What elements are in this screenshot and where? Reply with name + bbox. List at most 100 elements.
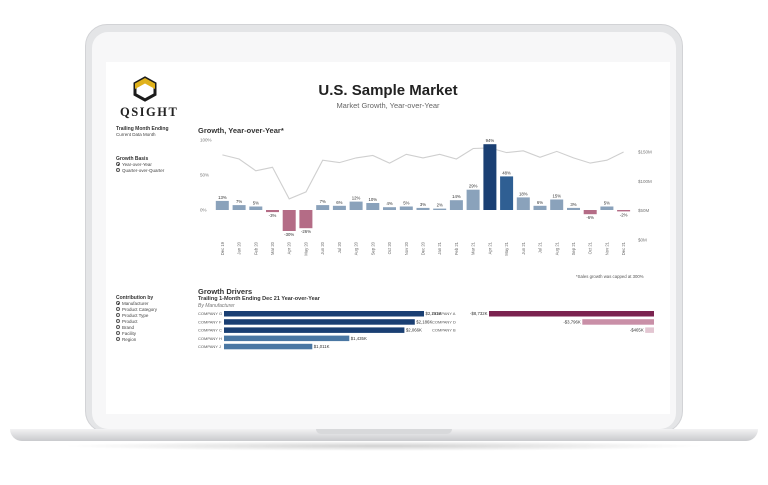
radio-selected-icon[interactable] [116,301,120,306]
growth-data-label: 18% [519,191,528,196]
driver-positive-bar [224,327,405,333]
growth-data-label: 7% [320,199,326,204]
driver-company-label: COMPANY G [198,311,222,316]
y-axis-tick-label: 50% [200,173,209,178]
x-axis-tick-label: Nov 21 [604,241,609,255]
growth-bar [282,210,296,231]
growth-data-label: 12% [352,196,361,201]
growth-data-label: 15% [552,194,561,199]
x-axis-tick-label: Dec 19 [220,241,225,255]
x-axis-tick-label: Aug 20 [354,241,359,255]
driver-positive-bar [224,311,424,317]
x-axis-tick-label: Oct 20 [387,241,392,254]
growth-data-label: 48% [502,170,511,175]
driver-negative-bar [582,319,654,325]
driver-value-label: -$465K [630,328,644,333]
x-axis-tick-label: Jul 21 [538,241,543,253]
x-axis-tick-label: Mar 21 [471,241,476,255]
x-axis-tick-label: Dec 20 [421,241,426,255]
growth-data-label: 6% [336,200,342,205]
growth-bar [466,189,480,210]
radio-icon[interactable] [116,313,120,318]
growth-chart: 100% 50% 0% $150M $100M $50M $0M 13% Dec 19 7% Jan… [200,138,652,256]
x-axis-tick-label: Jun 21 [521,241,526,254]
growth-data-label: 3% [570,202,576,207]
contribution-option-product[interactable]: Product [116,319,138,324]
drivers-subtitle: Trailing 1-Month Ending Dec 21 Year-over… [198,296,320,302]
radio-icon[interactable] [116,337,120,342]
growth-bar [316,205,330,210]
x-axis-tick-label: Jun 20 [320,241,325,254]
growth-bar [383,207,396,210]
y2-axis-tick-label: $50M [638,208,650,213]
x-axis-tick-label: May 21 [504,241,509,255]
growth-data-label: 29% [469,184,478,189]
x-axis-tick-label: Dec 21 [621,241,626,255]
driver-company-label: COMPANY C [198,328,222,333]
radio-icon[interactable] [116,168,120,173]
x-axis-tick-label: Mar 20 [270,241,275,255]
page-title: U.S. Sample Market [318,82,458,99]
growth-bar [249,206,263,210]
driver-company-label: COMPANY D [432,319,456,324]
driver-company-label: COMPANY J [198,344,221,349]
growth-bar [416,207,430,210]
radio-icon[interactable] [116,331,120,336]
contribution-option-product-type[interactable]: Product Type [116,313,148,318]
growth-data-label: 94% [486,138,495,143]
trailing-month-title: Trailing Month Ending [116,126,169,132]
driver-company-label: COMPANY B [432,328,456,333]
driver-value-label: -$3,796K [563,319,581,324]
y2-axis-tick-label: $150M [638,150,652,155]
growth-data-label: 5% [253,201,259,206]
contribution-option-region[interactable]: Region [116,337,136,342]
driver-positive-bar [224,335,350,342]
radio-icon[interactable] [116,325,120,330]
driver-value-label: $2,291K [426,311,442,316]
x-axis-tick-label: Jul 20 [337,241,342,253]
growth-basis-option-qoq[interactable]: Quarter-over-Quarter [116,168,164,173]
x-axis-tick-label: Apr 20 [287,241,292,254]
trailing-month-value[interactable]: Current Data Month [116,132,156,137]
driver-value-label: $2,186K [416,319,432,324]
growth-bar [583,210,597,215]
growth-bar [299,210,313,229]
growth-bar [366,203,380,210]
growth-basis-option-yoy[interactable]: Year-over-Year [116,162,152,167]
driver-value-label: $1,435K [351,336,367,341]
x-axis-tick-label: Feb 20 [253,241,258,255]
driver-value-label: $1,011K [314,344,330,349]
x-axis-tick-label: Oct 21 [588,241,593,254]
growth-data-label: 13% [218,195,227,200]
contribution-option-manufacturer[interactable]: Manufacturer [116,301,149,306]
radio-selected-icon[interactable] [116,162,120,167]
growth-data-label: 3% [420,202,426,207]
x-axis-tick-label: Sep 20 [370,241,375,255]
growth-bar [500,176,514,210]
driver-positive-bar [224,343,313,350]
growth-data-label: 7% [236,199,242,204]
contribution-option-facility[interactable]: Facility [116,331,136,336]
growth-bar [433,208,447,210]
driver-company-label: COMPANY H [198,336,222,341]
growth-bar [215,200,229,210]
drivers-title: Growth Drivers [198,287,253,296]
radio-icon[interactable] [116,319,120,324]
x-axis-tick-label: Feb 21 [454,241,459,255]
x-axis-tick-label: Sep 21 [571,241,576,255]
growth-data-label: 2% [437,203,443,208]
driver-positive-bar [224,319,415,325]
driver-negative-bar [645,327,654,333]
growth-bar [349,201,363,210]
growth-data-label: 10% [368,197,377,202]
growth-data-label: -6% [586,215,594,220]
radio-icon[interactable] [116,307,120,312]
growth-data-label: 5% [604,201,610,206]
growth-bar [332,205,346,210]
contribution-option-brand[interactable]: Brand [116,325,134,330]
contribution-option-product-category[interactable]: Product Category [116,307,157,312]
growth-data-label: -26% [301,229,311,234]
growth-bar [516,197,530,210]
x-axis-tick-label: Aug 21 [554,241,559,255]
